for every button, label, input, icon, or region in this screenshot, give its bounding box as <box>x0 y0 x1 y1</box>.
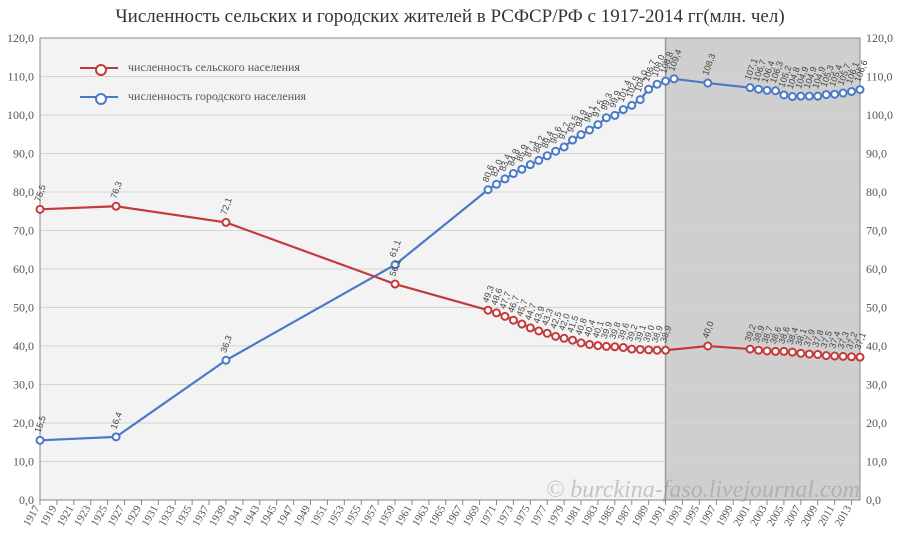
svg-text:20,0: 20,0 <box>13 416 34 430</box>
legend-urban: численность городского населения <box>80 89 306 104</box>
svg-text:1923: 1923 <box>72 503 94 528</box>
svg-text:90,0: 90,0 <box>13 147 34 161</box>
svg-text:1945: 1945 <box>258 503 280 528</box>
svg-text:1929: 1929 <box>123 503 145 528</box>
svg-text:50,0: 50,0 <box>13 301 34 315</box>
svg-text:1951: 1951 <box>309 504 330 529</box>
svg-text:1933: 1933 <box>156 503 178 528</box>
svg-text:1955: 1955 <box>342 503 364 528</box>
svg-text:1973: 1973 <box>495 503 517 528</box>
svg-text:50,0: 50,0 <box>866 301 887 315</box>
svg-text:1939: 1939 <box>207 503 229 528</box>
svg-text:1943: 1943 <box>241 503 263 528</box>
svg-text:1985: 1985 <box>596 503 618 528</box>
svg-text:1965: 1965 <box>427 503 449 528</box>
svg-text:1941: 1941 <box>224 504 245 529</box>
svg-text:1937: 1937 <box>190 503 212 528</box>
svg-text:1993: 1993 <box>664 503 686 528</box>
svg-text:1975: 1975 <box>512 503 534 528</box>
svg-text:1967: 1967 <box>444 503 466 528</box>
svg-text:40,0: 40,0 <box>13 339 34 353</box>
svg-text:1983: 1983 <box>579 503 601 528</box>
svg-text:1947: 1947 <box>275 503 297 528</box>
svg-text:40,0: 40,0 <box>866 339 887 353</box>
legend-label-urban: численность городского населения <box>128 89 306 104</box>
chart-title: Численность сельских и городских жителей… <box>0 6 900 28</box>
svg-text:1961: 1961 <box>393 504 414 529</box>
svg-text:1921: 1921 <box>55 504 76 529</box>
svg-text:0,0: 0,0 <box>866 493 881 507</box>
svg-text:1997: 1997 <box>697 503 719 528</box>
svg-text:1919: 1919 <box>38 503 60 528</box>
svg-text:70,0: 70,0 <box>866 224 887 238</box>
svg-text:60,0: 60,0 <box>866 262 887 276</box>
svg-text:2003: 2003 <box>748 503 770 528</box>
svg-text:100,0: 100,0 <box>7 108 34 122</box>
svg-text:80,0: 80,0 <box>866 185 887 199</box>
svg-text:1927: 1927 <box>106 503 128 528</box>
svg-text:10,0: 10,0 <box>13 455 34 469</box>
svg-text:1989: 1989 <box>630 503 652 528</box>
svg-text:1995: 1995 <box>681 503 703 528</box>
svg-text:100,0: 100,0 <box>866 108 893 122</box>
svg-text:1963: 1963 <box>410 503 432 528</box>
svg-text:1959: 1959 <box>376 503 398 528</box>
legend-label-rural: численность сельского населения <box>128 60 300 75</box>
legend-swatch-rural <box>80 67 118 69</box>
svg-text:120,0: 120,0 <box>7 31 34 45</box>
svg-text:1949: 1949 <box>292 503 314 528</box>
svg-text:2001: 2001 <box>731 504 752 529</box>
svg-text:30,0: 30,0 <box>13 378 34 392</box>
svg-text:110,0: 110,0 <box>7 70 34 84</box>
svg-text:1977: 1977 <box>528 503 550 528</box>
svg-text:1931: 1931 <box>140 504 161 529</box>
svg-text:80,0: 80,0 <box>13 185 34 199</box>
svg-text:1953: 1953 <box>326 503 348 528</box>
svg-text:60,0: 60,0 <box>13 262 34 276</box>
svg-text:1991: 1991 <box>647 504 668 529</box>
svg-text:90,0: 90,0 <box>866 147 887 161</box>
svg-text:2013: 2013 <box>833 503 855 528</box>
legend-rural: численность сельского населения <box>80 60 306 75</box>
svg-text:120,0: 120,0 <box>866 31 893 45</box>
svg-text:2007: 2007 <box>782 503 804 528</box>
population-chart: Численность сельских и городских жителей… <box>0 0 900 544</box>
svg-text:70,0: 70,0 <box>13 224 34 238</box>
svg-text:2011: 2011 <box>816 504 837 529</box>
svg-text:20,0: 20,0 <box>866 416 887 430</box>
svg-text:1999: 1999 <box>714 503 736 528</box>
svg-text:2005: 2005 <box>765 503 787 528</box>
svg-text:1935: 1935 <box>173 503 195 528</box>
svg-text:1987: 1987 <box>613 503 635 528</box>
svg-text:110,0: 110,0 <box>866 70 893 84</box>
svg-text:1925: 1925 <box>89 503 111 528</box>
svg-text:1979: 1979 <box>545 503 567 528</box>
svg-text:1981: 1981 <box>562 504 583 529</box>
svg-text:1971: 1971 <box>478 504 499 529</box>
svg-text:1969: 1969 <box>461 503 483 528</box>
svg-text:10,0: 10,0 <box>866 455 887 469</box>
svg-text:2009: 2009 <box>799 503 821 528</box>
svg-text:1957: 1957 <box>359 503 381 528</box>
legend-swatch-urban <box>80 96 118 98</box>
svg-text:30,0: 30,0 <box>866 378 887 392</box>
chart-legend: численность сельского населения численно… <box>80 60 306 118</box>
